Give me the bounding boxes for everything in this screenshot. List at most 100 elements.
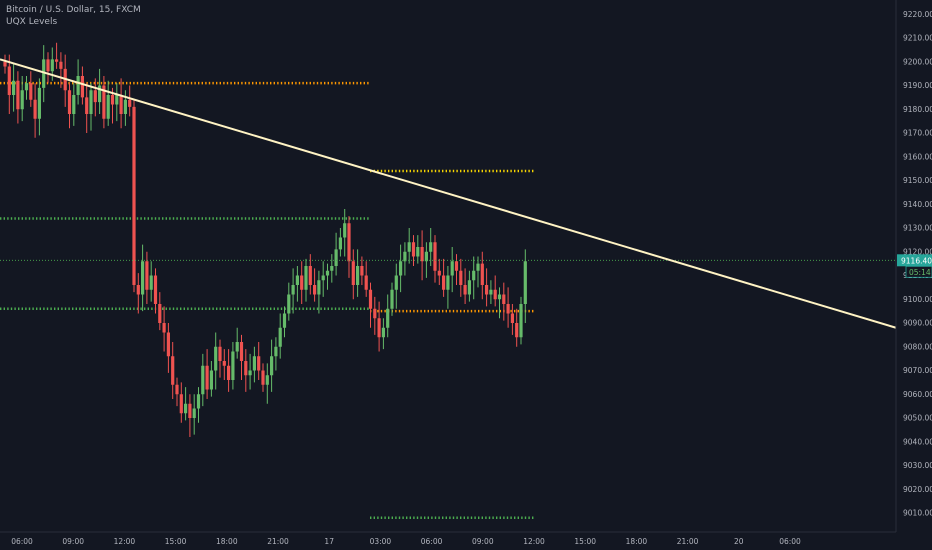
candle-body: [72, 95, 76, 114]
candle-body: [209, 370, 213, 390]
candle-body: [76, 76, 80, 95]
y-tick-label: 9040.00: [903, 437, 932, 446]
x-tick-label: 06:00: [779, 537, 801, 546]
candle-body: [33, 99, 37, 119]
uqx-levels: [0, 81, 534, 519]
candles: [3, 42, 527, 437]
countdown-text: 05:14: [909, 268, 931, 277]
y-tick-label: 9160.00: [903, 152, 932, 161]
candle-body: [239, 342, 244, 361]
last-price-text: 9116.40: [901, 256, 932, 265]
candle-body: [321, 275, 325, 281]
candle-body: [244, 361, 248, 376]
x-tick-label: 15:00: [165, 537, 187, 546]
candle-body: [330, 266, 334, 271]
candle-body: [463, 285, 467, 295]
x-tick-label: 12:00: [114, 537, 136, 546]
candle-body: [201, 365, 205, 395]
candle-body: [360, 266, 364, 276]
y-tick-label: 9060.00: [903, 390, 932, 399]
y-tick-label: 9200.00: [903, 57, 932, 66]
candle-body: [442, 275, 446, 290]
candle-body: [115, 95, 119, 105]
trend-line[interactable]: [0, 58, 897, 329]
candle-body: [188, 403, 192, 418]
y-tick-label: 9030.00: [903, 461, 932, 470]
candle-body: [85, 97, 89, 114]
candle-body: [295, 275, 299, 285]
candle-body: [67, 90, 72, 114]
candle-body: [497, 294, 502, 300]
candle-body: [450, 261, 454, 276]
candle-body: [459, 270, 463, 285]
candle-body: [429, 242, 433, 252]
candle-body: [24, 83, 29, 91]
y-tick-label: 9020.00: [903, 485, 932, 494]
x-tick-label: 18:00: [216, 537, 238, 546]
x-tick-label: 17: [324, 537, 334, 546]
candle-body: [313, 285, 317, 295]
x-tick-label: 20: [734, 537, 744, 546]
candle-body: [93, 90, 97, 103]
candle-body: [368, 289, 373, 309]
candle-body: [278, 327, 282, 347]
candle-body: [351, 261, 355, 285]
candle-body: [110, 95, 115, 105]
y-axis-labels: 9220.00 9210.00 9200.00 9190.00 9180.00 9170.…: [903, 10, 932, 518]
x-tick-label: 09:00: [472, 537, 494, 546]
candle-body: [12, 80, 16, 95]
candle-body: [502, 294, 506, 304]
candle-body: [214, 346, 218, 371]
candle-body: [257, 356, 261, 371]
candle-body: [141, 261, 145, 295]
candle-body: [347, 223, 351, 262]
candle-body: [338, 237, 342, 250]
x-tick-label: 21:00: [677, 537, 699, 546]
x-tick-label: 03:00: [370, 537, 392, 546]
y-tick-label: 9090.00: [903, 319, 932, 328]
candle-body: [476, 263, 480, 271]
y-tick-label: 9150.00: [903, 176, 932, 185]
x-axis-labels: 06:00 09:00 12:00 15:00 18:00 21:00 17 03:00 06:…: [11, 537, 801, 546]
candle-body: [248, 370, 252, 376]
candle-body: [29, 83, 33, 100]
candle-body: [265, 375, 269, 385]
x-tick-label: 18:00: [626, 537, 648, 546]
candle-body: [20, 90, 24, 110]
candle-body: [343, 223, 347, 238]
candle-body: [480, 263, 484, 285]
candle-body: [317, 280, 321, 295]
candle-body: [377, 318, 381, 338]
candle-body: [218, 346, 222, 361]
candle-body: [166, 332, 170, 357]
candle-body: [46, 59, 50, 72]
candle-body: [55, 59, 59, 62]
candle-body: [373, 308, 377, 319]
candle-body: [184, 403, 188, 414]
candle-body: [119, 95, 123, 114]
candle-body: [252, 356, 256, 371]
candle-body: [136, 285, 140, 295]
y-tick-label: 9190.00: [903, 81, 932, 90]
candle-body: [227, 365, 231, 380]
x-tick-label: 09:00: [62, 537, 84, 546]
candle-body: [261, 370, 265, 385]
y-tick-label: 9080.00: [903, 342, 932, 351]
candle-body: [179, 394, 183, 414]
symbol-title: Bitcoin / U.S. Dollar, 15, FXCM: [6, 5, 141, 15]
candle-body: [493, 289, 497, 300]
candle-body: [231, 351, 235, 380]
candle-body: [433, 242, 437, 271]
x-tick-label: 15:00: [574, 537, 596, 546]
candle-body: [7, 66, 11, 95]
candle-body: [149, 275, 153, 290]
candle-body: [270, 356, 274, 376]
candle-body: [407, 242, 411, 252]
candle-body: [50, 59, 54, 72]
x-tick-label: 12:00: [523, 537, 545, 546]
time-axis[interactable]: [0, 532, 896, 550]
candle-body: [446, 275, 450, 290]
y-tick-label: 9180.00: [903, 105, 932, 114]
candle-body: [420, 247, 424, 262]
